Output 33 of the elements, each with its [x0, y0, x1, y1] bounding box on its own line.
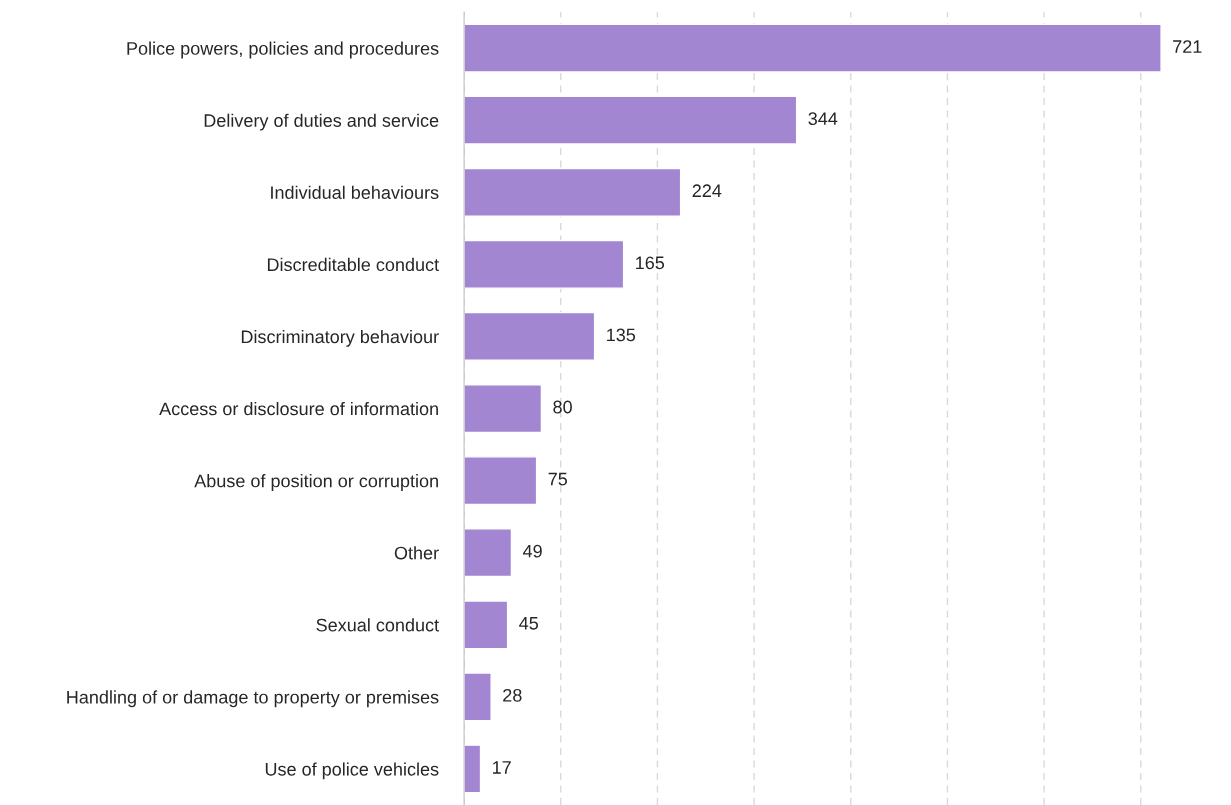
data-label: 135	[607, 328, 636, 342]
data-label: 28	[503, 688, 522, 702]
y-tick-label: Discreditable conduct	[267, 257, 439, 272]
y-tick-label: Police powers, policies and procedures	[127, 41, 439, 59]
data-label: 165	[636, 256, 665, 270]
bar	[464, 600, 509, 650]
bar	[464, 311, 596, 361]
bar	[464, 456, 538, 506]
data-label: 75	[548, 472, 568, 486]
bar	[464, 95, 798, 145]
data-label: 224	[692, 184, 722, 197]
y-tick-label: Individual behaviours	[271, 185, 439, 200]
y-tick-label: Sexual conduct	[316, 618, 439, 632]
data-label: 45	[519, 617, 539, 630]
bar	[464, 528, 513, 578]
bar	[464, 672, 492, 722]
y-tick-label: Access or disclosure of information	[159, 402, 438, 416]
y-tick-label: Delivery of duties and service	[204, 113, 439, 131]
bar	[464, 167, 682, 217]
y-tick-label: Discriminatory behaviour	[241, 329, 439, 347]
data-label: 344	[808, 112, 838, 126]
y-tick-label: Abuse of position or corruption	[194, 474, 438, 491]
data-label: 80	[553, 400, 572, 414]
y-tick-label: Other	[394, 546, 439, 560]
y-tick-label: Use of police vehicles	[265, 762, 439, 780]
data-label: 721	[1173, 40, 1202, 53]
bar	[464, 744, 482, 794]
bar	[464, 384, 543, 434]
y-tick-label: Handling of or damage to property or premises	[67, 690, 439, 708]
data-label: 49	[522, 544, 542, 558]
bar	[464, 23, 1162, 73]
data-label: 17	[493, 761, 511, 774]
bar	[464, 239, 625, 289]
